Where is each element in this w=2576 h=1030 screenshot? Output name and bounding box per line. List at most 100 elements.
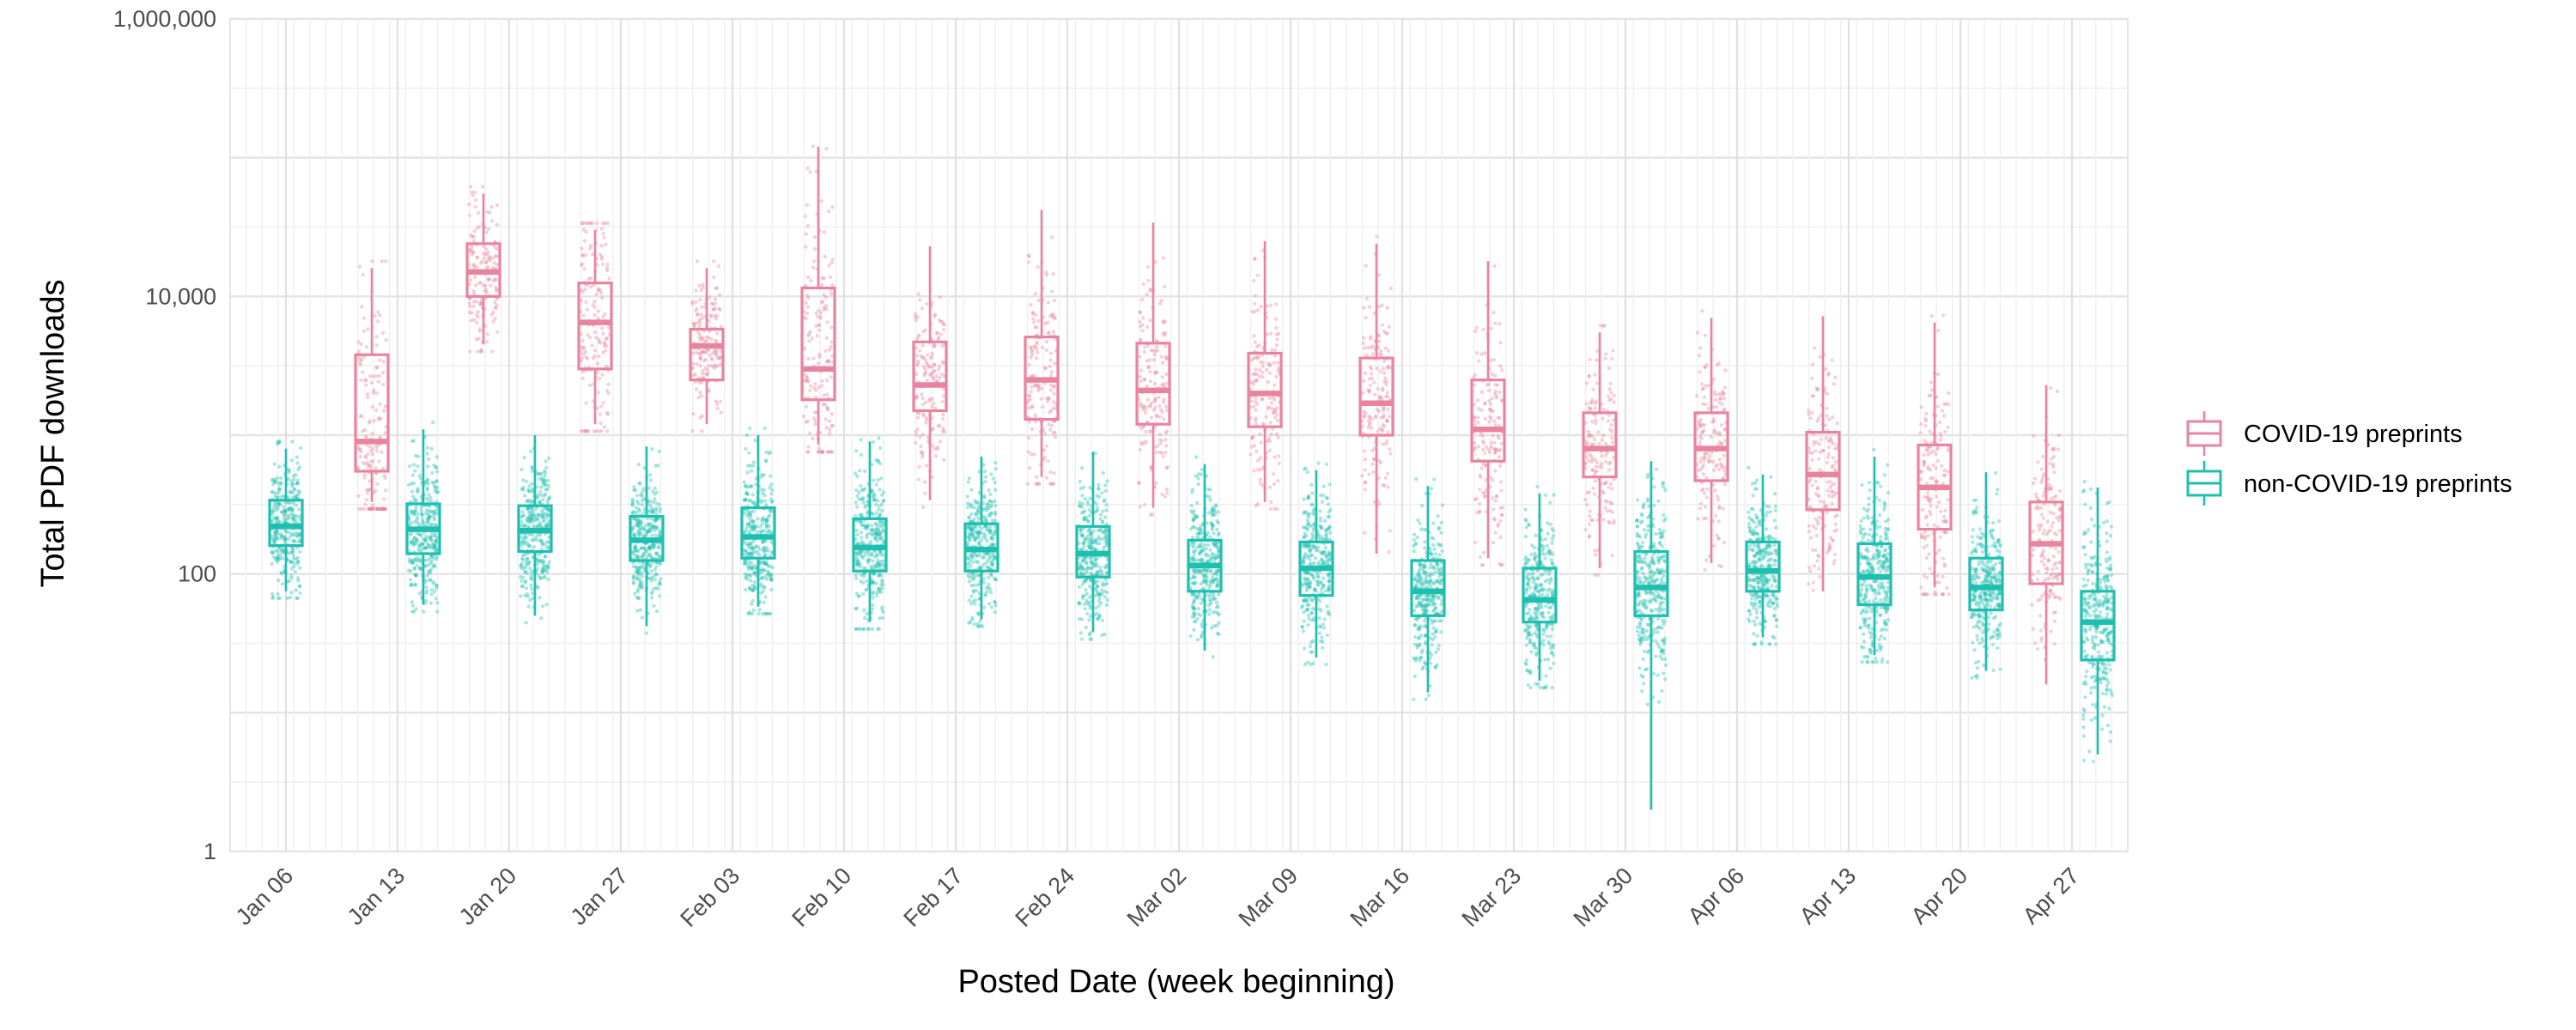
data-point xyxy=(648,504,653,508)
data-point xyxy=(1830,358,1834,362)
data-point xyxy=(1941,402,1947,407)
data-point xyxy=(700,316,704,320)
data-point xyxy=(1946,425,1950,429)
data-point xyxy=(1387,324,1392,329)
data-point xyxy=(1145,324,1150,330)
data-point xyxy=(383,506,388,512)
data-point xyxy=(489,205,494,209)
data-point xyxy=(920,392,924,397)
data-point xyxy=(426,464,430,469)
data-point xyxy=(927,373,932,378)
data-point xyxy=(601,262,605,266)
data-point xyxy=(1103,595,1107,599)
data-point xyxy=(1824,423,1828,427)
data-point xyxy=(605,336,610,341)
data-point xyxy=(938,375,942,380)
data-point xyxy=(1033,345,1037,349)
data-point xyxy=(1363,530,1367,536)
data-point xyxy=(1026,450,1030,454)
data-point xyxy=(1703,505,1708,509)
data-point xyxy=(1602,324,1607,328)
data-point xyxy=(1477,407,1481,411)
data-point xyxy=(933,406,938,410)
data-point xyxy=(1053,430,1057,435)
data-point xyxy=(932,344,937,349)
data-point xyxy=(468,304,472,309)
data-point xyxy=(987,565,991,569)
data-point xyxy=(817,354,822,360)
data-point xyxy=(933,446,937,451)
data-point xyxy=(2050,576,2056,580)
data-point xyxy=(1931,476,1935,480)
data-point xyxy=(824,405,829,409)
data-point xyxy=(1266,379,1271,385)
data-point xyxy=(276,439,280,444)
data-point xyxy=(588,246,592,251)
data-point xyxy=(1384,331,1388,336)
data-point xyxy=(1161,400,1166,404)
data-point xyxy=(1832,446,1837,451)
data-point xyxy=(1612,400,1616,404)
data-point xyxy=(916,361,920,366)
data-point xyxy=(2034,495,2038,500)
data-point xyxy=(940,319,945,324)
data-point xyxy=(1376,386,1380,391)
data-point xyxy=(540,571,544,575)
data-point xyxy=(367,463,371,468)
data-point xyxy=(978,619,982,623)
data-point xyxy=(1718,462,1723,466)
data-point xyxy=(1141,404,1145,409)
data-point xyxy=(700,414,704,418)
data-point xyxy=(878,488,882,492)
data-point xyxy=(1722,407,1727,411)
data-point xyxy=(1142,349,1147,354)
data-point xyxy=(278,488,283,492)
data-point xyxy=(369,380,374,385)
data-point xyxy=(1920,507,1925,512)
data-point xyxy=(770,565,775,570)
data-point xyxy=(483,260,489,265)
data-point xyxy=(640,615,645,620)
data-point xyxy=(296,579,301,583)
data-point xyxy=(537,512,541,517)
data-point xyxy=(656,586,660,591)
data-point xyxy=(742,480,746,484)
data-point xyxy=(1050,315,1055,319)
data-point xyxy=(1036,350,1040,354)
data-point xyxy=(803,214,808,219)
data-point xyxy=(707,295,712,300)
data-point xyxy=(1164,372,1169,377)
data-point xyxy=(1275,412,1279,417)
data-point xyxy=(1036,385,1042,391)
data-point xyxy=(711,307,715,312)
data-point xyxy=(1810,548,1815,552)
data-point xyxy=(925,362,930,367)
data-point xyxy=(494,285,498,289)
data-point xyxy=(1161,256,1166,260)
data-point xyxy=(1362,306,1366,310)
data-point xyxy=(1036,389,1041,393)
data-point xyxy=(1705,487,1710,491)
data-point xyxy=(1256,458,1261,463)
data-point xyxy=(691,412,696,416)
data-point xyxy=(291,512,295,518)
data-point xyxy=(1267,485,1273,489)
data-point xyxy=(1824,367,1828,372)
data-point xyxy=(697,283,702,288)
data-point xyxy=(581,345,586,349)
data-point xyxy=(541,498,545,502)
data-point xyxy=(487,255,491,260)
data-point xyxy=(1149,415,1154,420)
data-point xyxy=(410,542,416,546)
data-point xyxy=(368,506,373,512)
data-point xyxy=(698,323,702,327)
data-point xyxy=(698,415,702,420)
data-point xyxy=(1489,440,1494,445)
data-point xyxy=(1493,422,1498,427)
data-point xyxy=(407,464,412,469)
data-point xyxy=(489,219,495,223)
data-point xyxy=(525,540,529,545)
data-point xyxy=(830,258,835,262)
data-point xyxy=(817,385,821,390)
data-point xyxy=(357,447,361,451)
